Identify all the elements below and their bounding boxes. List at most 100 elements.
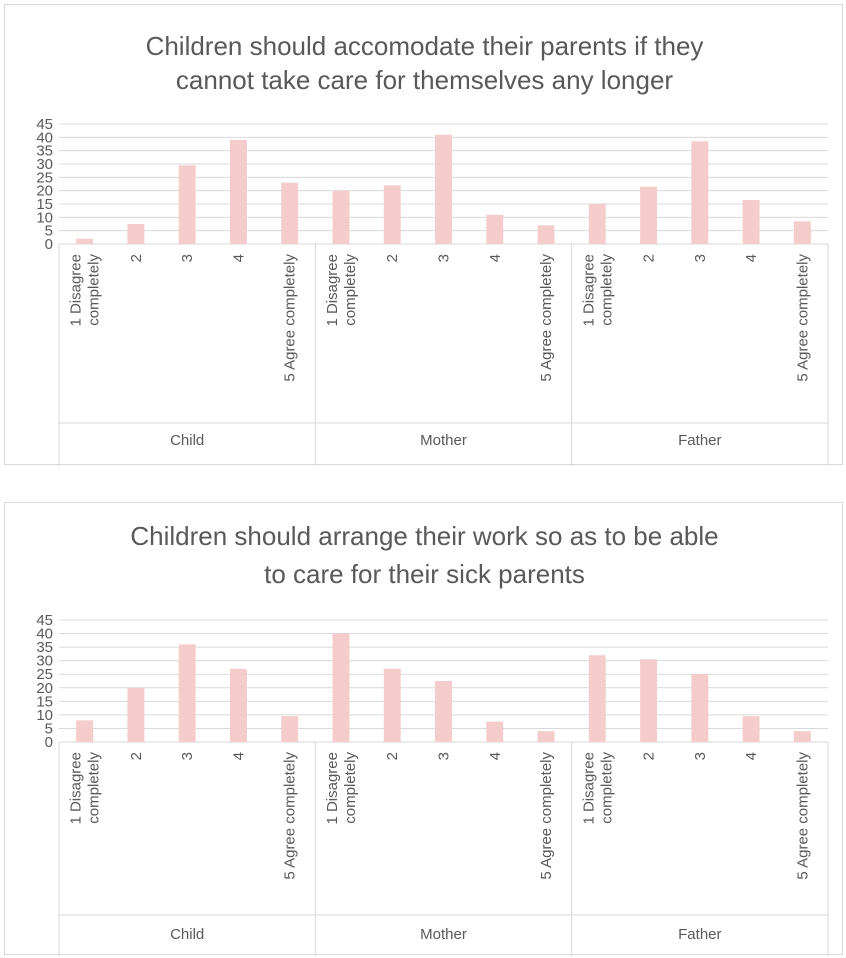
category-label: completely — [86, 254, 103, 326]
chart-title-line: Children should arrange their work so as… — [130, 521, 718, 551]
bar — [435, 134, 452, 244]
bar — [486, 214, 504, 244]
bar — [178, 644, 196, 742]
bar — [742, 200, 760, 244]
bar — [332, 633, 350, 742]
category-label: 5 Agree completely — [282, 752, 299, 880]
category-label: 4 — [743, 254, 760, 262]
y-tick-label: 15 — [36, 196, 53, 213]
y-tick-label: 10 — [36, 209, 53, 226]
group-label: Mother — [420, 926, 467, 943]
y-tick-label: 45 — [36, 612, 53, 629]
category-label: 4 — [230, 752, 247, 760]
y-tick-label: 5 — [45, 223, 53, 240]
bar-chart-accommodate: Children should accomodate their parents… — [36, 31, 829, 466]
category-label: 3 — [692, 254, 709, 262]
bar — [588, 655, 606, 742]
category-label: completely — [598, 752, 615, 824]
group-label: Child — [170, 432, 204, 449]
category-label: 4 — [487, 254, 504, 262]
chart-title-line: to care for their sick parents — [264, 559, 585, 589]
group-label: Father — [678, 432, 721, 449]
group-label: Father — [678, 926, 721, 943]
category-label: 2 — [384, 752, 401, 760]
y-tick-label: 25 — [36, 666, 53, 683]
bar — [640, 659, 658, 742]
category-label: completely — [342, 752, 359, 824]
y-tick-label: 35 — [36, 143, 53, 160]
category-label: completely — [342, 254, 359, 326]
bar — [76, 238, 94, 244]
y-tick-label: 0 — [45, 236, 53, 253]
category-label: 1 Disagree — [68, 254, 85, 327]
category-label: 3 — [436, 254, 453, 262]
category-label: 1 Disagree — [68, 752, 85, 825]
bar — [281, 182, 299, 244]
y-tick-label: 30 — [36, 156, 53, 173]
y-tick-label: 25 — [36, 169, 53, 186]
y-tick-label: 35 — [36, 639, 53, 656]
chart-panel-arrange-work: Children should arrange their work so as… — [4, 502, 843, 956]
y-tick-label: 45 — [36, 116, 53, 133]
category-label: 3 — [692, 752, 709, 760]
bar — [537, 731, 555, 742]
category-label: 2 — [641, 254, 658, 262]
bar — [691, 141, 709, 244]
bar — [486, 721, 504, 742]
y-tick-label: 40 — [36, 129, 53, 146]
category-label: 1 Disagree — [580, 254, 597, 327]
bar — [332, 190, 350, 244]
category-label: 1 Disagree — [324, 254, 341, 327]
y-tick-label: 30 — [36, 653, 53, 670]
category-label: completely — [86, 752, 103, 824]
bar — [435, 681, 452, 742]
chart-title-line: cannot take care for themselves any long… — [176, 65, 674, 95]
category-label: 4 — [743, 752, 760, 760]
category-label: 1 Disagree — [580, 752, 597, 825]
y-tick-label: 40 — [36, 626, 53, 643]
bar — [742, 716, 760, 742]
category-label: 5 Agree completely — [794, 752, 811, 880]
y-tick-label: 15 — [36, 693, 53, 710]
category-label: 2 — [128, 752, 145, 760]
category-label: 2 — [128, 254, 145, 262]
category-label: 3 — [179, 752, 196, 760]
bar — [793, 731, 811, 742]
bar — [127, 687, 145, 742]
bar — [383, 185, 401, 244]
y-tick-label: 5 — [45, 720, 53, 737]
category-label: 1 Disagree — [324, 752, 341, 825]
bar — [588, 204, 606, 244]
bar — [793, 221, 811, 244]
category-label: 5 Agree completely — [538, 254, 555, 382]
bar — [640, 186, 658, 244]
y-tick-label: 20 — [36, 680, 53, 697]
category-label: 3 — [179, 254, 196, 262]
bar — [127, 224, 145, 244]
bar — [76, 720, 94, 742]
chart-title-line: Children should accomodate their parents… — [146, 31, 704, 61]
category-label: 5 Agree completely — [538, 752, 555, 880]
bar — [281, 716, 299, 742]
category-label: 4 — [487, 752, 504, 760]
bar — [178, 165, 196, 244]
y-tick-label: 20 — [36, 183, 53, 200]
category-label: 5 Agree completely — [794, 254, 811, 382]
category-label: 3 — [436, 752, 453, 760]
bar — [537, 225, 555, 244]
bar-chart-arrange-work: Children should arrange their work so as… — [36, 521, 829, 956]
y-tick-label: 10 — [36, 707, 53, 724]
category-label: 4 — [230, 254, 247, 262]
group-label: Mother — [420, 432, 467, 449]
bar — [229, 140, 247, 244]
bar — [383, 668, 401, 742]
bar — [229, 668, 247, 742]
y-tick-label: 0 — [45, 734, 53, 751]
category-label: 2 — [384, 254, 401, 262]
category-label: 2 — [641, 752, 658, 760]
category-label: 5 Agree completely — [282, 254, 299, 382]
chart-panel-accommodate: Children should accomodate their parents… — [4, 4, 843, 466]
group-label: Child — [170, 926, 204, 943]
category-label: completely — [598, 254, 615, 326]
bar — [691, 674, 709, 742]
